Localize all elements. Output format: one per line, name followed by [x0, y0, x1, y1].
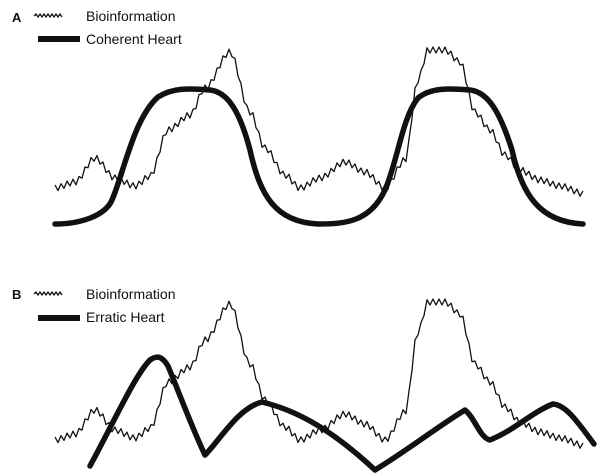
panel-b-letter: B	[12, 287, 21, 302]
panel-a: A Bioinformation Coherent Heart	[12, 8, 586, 227]
panel-a-letter: A	[12, 10, 22, 25]
legend-b-heart-label: Erratic Heart	[86, 309, 165, 325]
erratic-heart-curve	[87, 354, 597, 473]
legend-b-bioinformation-label: Bioinformation	[86, 286, 176, 302]
legend-a-bioinformation-label: Bioinformation	[86, 8, 176, 24]
legend-b-bioinformation-icon	[33, 290, 63, 297]
legend-a-heart-label: Coherent Heart	[86, 31, 182, 47]
panel-b: B Bioinformation Erratic Heart	[12, 286, 597, 473]
coherent-heart-curve	[52, 86, 586, 227]
legend-a-bioinformation-icon	[33, 12, 63, 19]
bioinformation-curve-a	[54, 46, 584, 197]
